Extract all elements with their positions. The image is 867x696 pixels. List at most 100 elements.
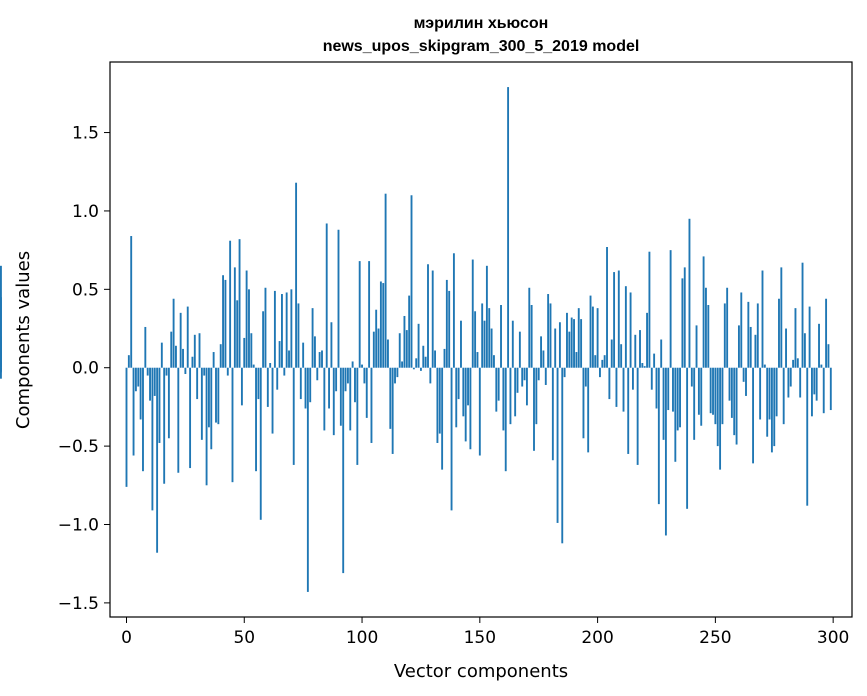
bar: [655, 367, 658, 409]
bar: [365, 367, 368, 418]
chart-subtitle: news_upos_skipgram_300_5_2019 model: [323, 38, 640, 55]
bar: [568, 331, 571, 368]
bar: [349, 367, 352, 431]
bar: [422, 345, 425, 368]
x-axis-label: Vector components: [394, 661, 568, 682]
bar: [354, 367, 356, 403]
bar: [818, 323, 820, 368]
bar: [0, 367, 2, 379]
bar: [229, 240, 232, 368]
bar: [325, 223, 328, 368]
bar: [464, 367, 467, 442]
bar: [683, 267, 686, 368]
bar: [780, 267, 783, 368]
bar: [394, 367, 396, 384]
bar: [219, 344, 222, 368]
bar: [384, 193, 387, 368]
bar: [490, 328, 493, 368]
bar: [747, 301, 750, 368]
bar: [236, 300, 239, 368]
bar: [151, 367, 154, 511]
bar: [627, 367, 630, 454]
bar: [813, 367, 816, 395]
bar: [730, 367, 733, 418]
bar: [316, 367, 319, 381]
bar: [142, 367, 144, 472]
bar: [803, 333, 806, 368]
bar: [379, 281, 382, 368]
bar: [629, 292, 632, 368]
bar: [259, 367, 262, 520]
bar: [495, 367, 498, 412]
bar: [146, 367, 149, 376]
bar: [337, 229, 340, 368]
bar: [662, 367, 665, 440]
bar: [603, 355, 606, 368]
bar: [434, 350, 436, 368]
bar: [248, 289, 250, 368]
bar: [825, 298, 828, 368]
bar: [457, 367, 460, 400]
bar: [306, 367, 309, 592]
bar: [537, 367, 540, 381]
y-axis-label: Components values: [13, 251, 34, 429]
bar: [0, 367, 2, 371]
bar: [521, 367, 524, 387]
bar: [624, 286, 627, 368]
bar: [686, 367, 689, 509]
bar: [770, 367, 773, 453]
bar: [323, 367, 326, 431]
bar: [763, 364, 766, 368]
bar: [255, 367, 257, 472]
bar: [372, 331, 375, 368]
bar: [808, 306, 811, 368]
bar: [226, 367, 229, 376]
bar: [608, 367, 611, 400]
bars-group: [0, 87, 832, 592]
bar: [144, 326, 147, 368]
bar: [719, 367, 722, 470]
bar: [653, 353, 656, 368]
bar: [401, 361, 404, 368]
bar: [398, 333, 401, 368]
bar: [754, 334, 757, 368]
bar: [410, 195, 413, 368]
bar: [660, 339, 663, 368]
bar: [566, 312, 568, 368]
bar: [794, 308, 797, 368]
bar: [622, 367, 625, 412]
bar: [551, 367, 554, 461]
bar: [375, 309, 378, 368]
bar: [601, 359, 604, 368]
bar: [170, 331, 173, 368]
bar: [302, 342, 305, 368]
bar: [252, 364, 255, 368]
bar: [789, 367, 792, 387]
bar: [737, 325, 740, 368]
bar: [382, 283, 385, 368]
bar: [646, 312, 648, 368]
bar: [700, 367, 703, 426]
bar: [304, 367, 307, 409]
bar: [318, 352, 321, 368]
x-tick-label: 50: [233, 628, 255, 648]
bar: [497, 367, 500, 401]
bar: [351, 361, 354, 368]
bar: [210, 367, 213, 450]
bar: [535, 367, 538, 425]
bar: [820, 364, 823, 368]
bar: [269, 363, 272, 368]
bar: [714, 367, 717, 425]
bar: [796, 358, 799, 368]
bar: [787, 367, 790, 398]
bar: [368, 261, 371, 368]
bar: [462, 367, 465, 417]
y-tick-label: −0.5: [58, 437, 99, 457]
bar: [134, 367, 137, 392]
y-tick-label: 1.0: [72, 202, 99, 222]
bar: [356, 367, 359, 465]
bar: [641, 363, 644, 368]
bar: [290, 289, 293, 368]
bar: [377, 328, 380, 368]
bar: [631, 367, 634, 390]
